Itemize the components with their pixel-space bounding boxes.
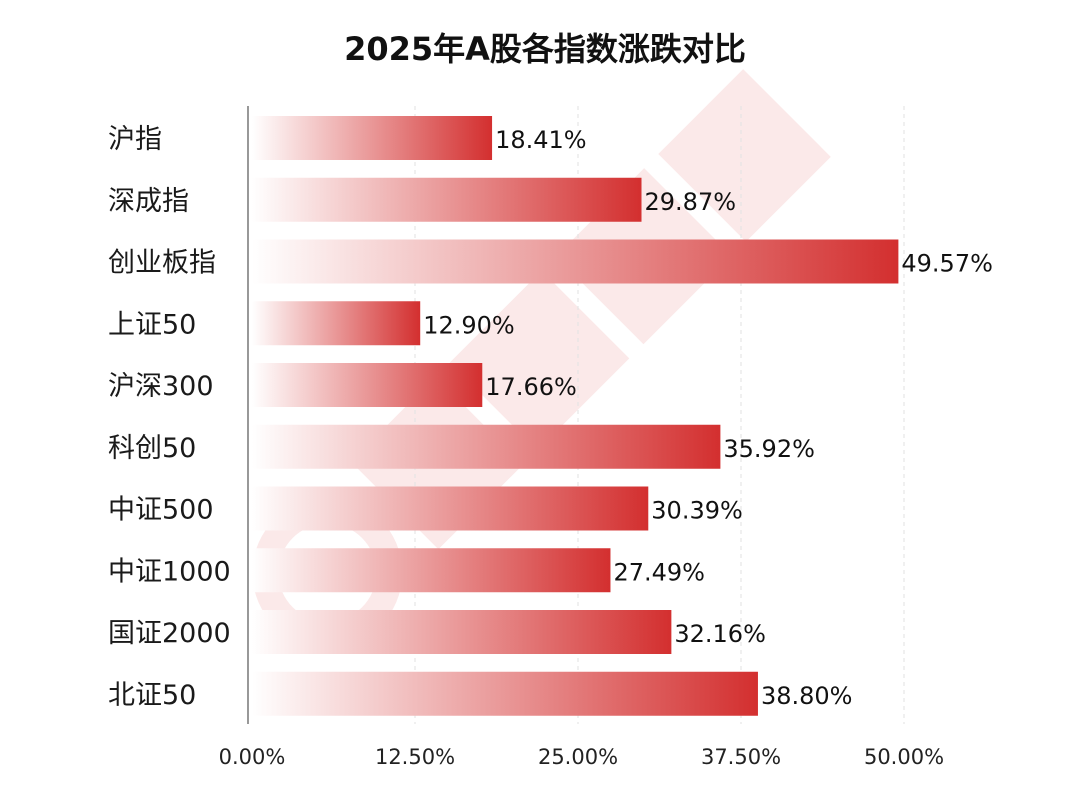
bar [252,177,642,222]
x-tick-label: 25.00% [538,745,618,769]
value-label: 32.16% [674,620,766,648]
bars [252,116,899,716]
category-label: 中证500 [108,495,214,526]
category-label: 国证2000 [108,618,231,649]
x-tick-label: 50.00% [864,745,944,769]
bar [252,239,899,284]
value-label: 35.92% [723,435,815,463]
value-labels: 18.41% 29.87% 49.57% 12.90% 17.66% 35.92% 30.3… [423,126,993,710]
x-tick-label: 0.00% [219,745,286,769]
category-label: 深成指 [108,186,189,217]
bar [252,548,611,593]
bar [252,486,649,531]
value-label: 29.87% [645,188,737,216]
x-tick-label: 12.50% [375,745,455,769]
value-label: 30.39% [651,497,743,525]
x-tick-label: 37.50% [701,745,781,769]
bar [252,301,421,346]
chart-title: 2025年A股各指数涨跌对比 [344,30,746,68]
category-label: 沪指 [108,124,162,155]
category-label: 上证50 [108,309,196,340]
category-label: 科创50 [108,433,196,464]
bar [252,671,758,716]
category-label: 北证50 [108,680,196,711]
value-label: 18.41% [495,126,587,154]
category-label: 创业板指 [108,248,216,279]
category-label: 沪深300 [108,371,214,402]
x-axis-tick-labels: 0.00% 12.50% 25.00% 37.50% 50.00% [219,745,944,769]
bar [252,116,493,160]
value-label: 38.80% [761,682,853,710]
value-label: 12.90% [423,311,515,339]
bar [252,424,721,469]
bar [252,363,483,407]
category-label: 中证1000 [108,556,231,587]
bar [252,610,672,654]
value-label: 27.49% [613,558,705,586]
value-label: 49.57% [901,250,993,278]
value-label: 17.66% [485,373,577,401]
